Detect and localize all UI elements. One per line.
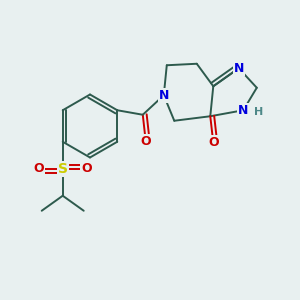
Text: S: S <box>58 162 68 176</box>
Text: O: O <box>140 135 151 148</box>
Text: O: O <box>81 162 92 175</box>
Text: N: N <box>238 104 248 117</box>
Text: N: N <box>159 89 169 102</box>
Text: N: N <box>234 62 244 75</box>
Text: O: O <box>33 162 44 175</box>
Text: O: O <box>208 136 219 149</box>
Text: H: H <box>254 107 263 117</box>
